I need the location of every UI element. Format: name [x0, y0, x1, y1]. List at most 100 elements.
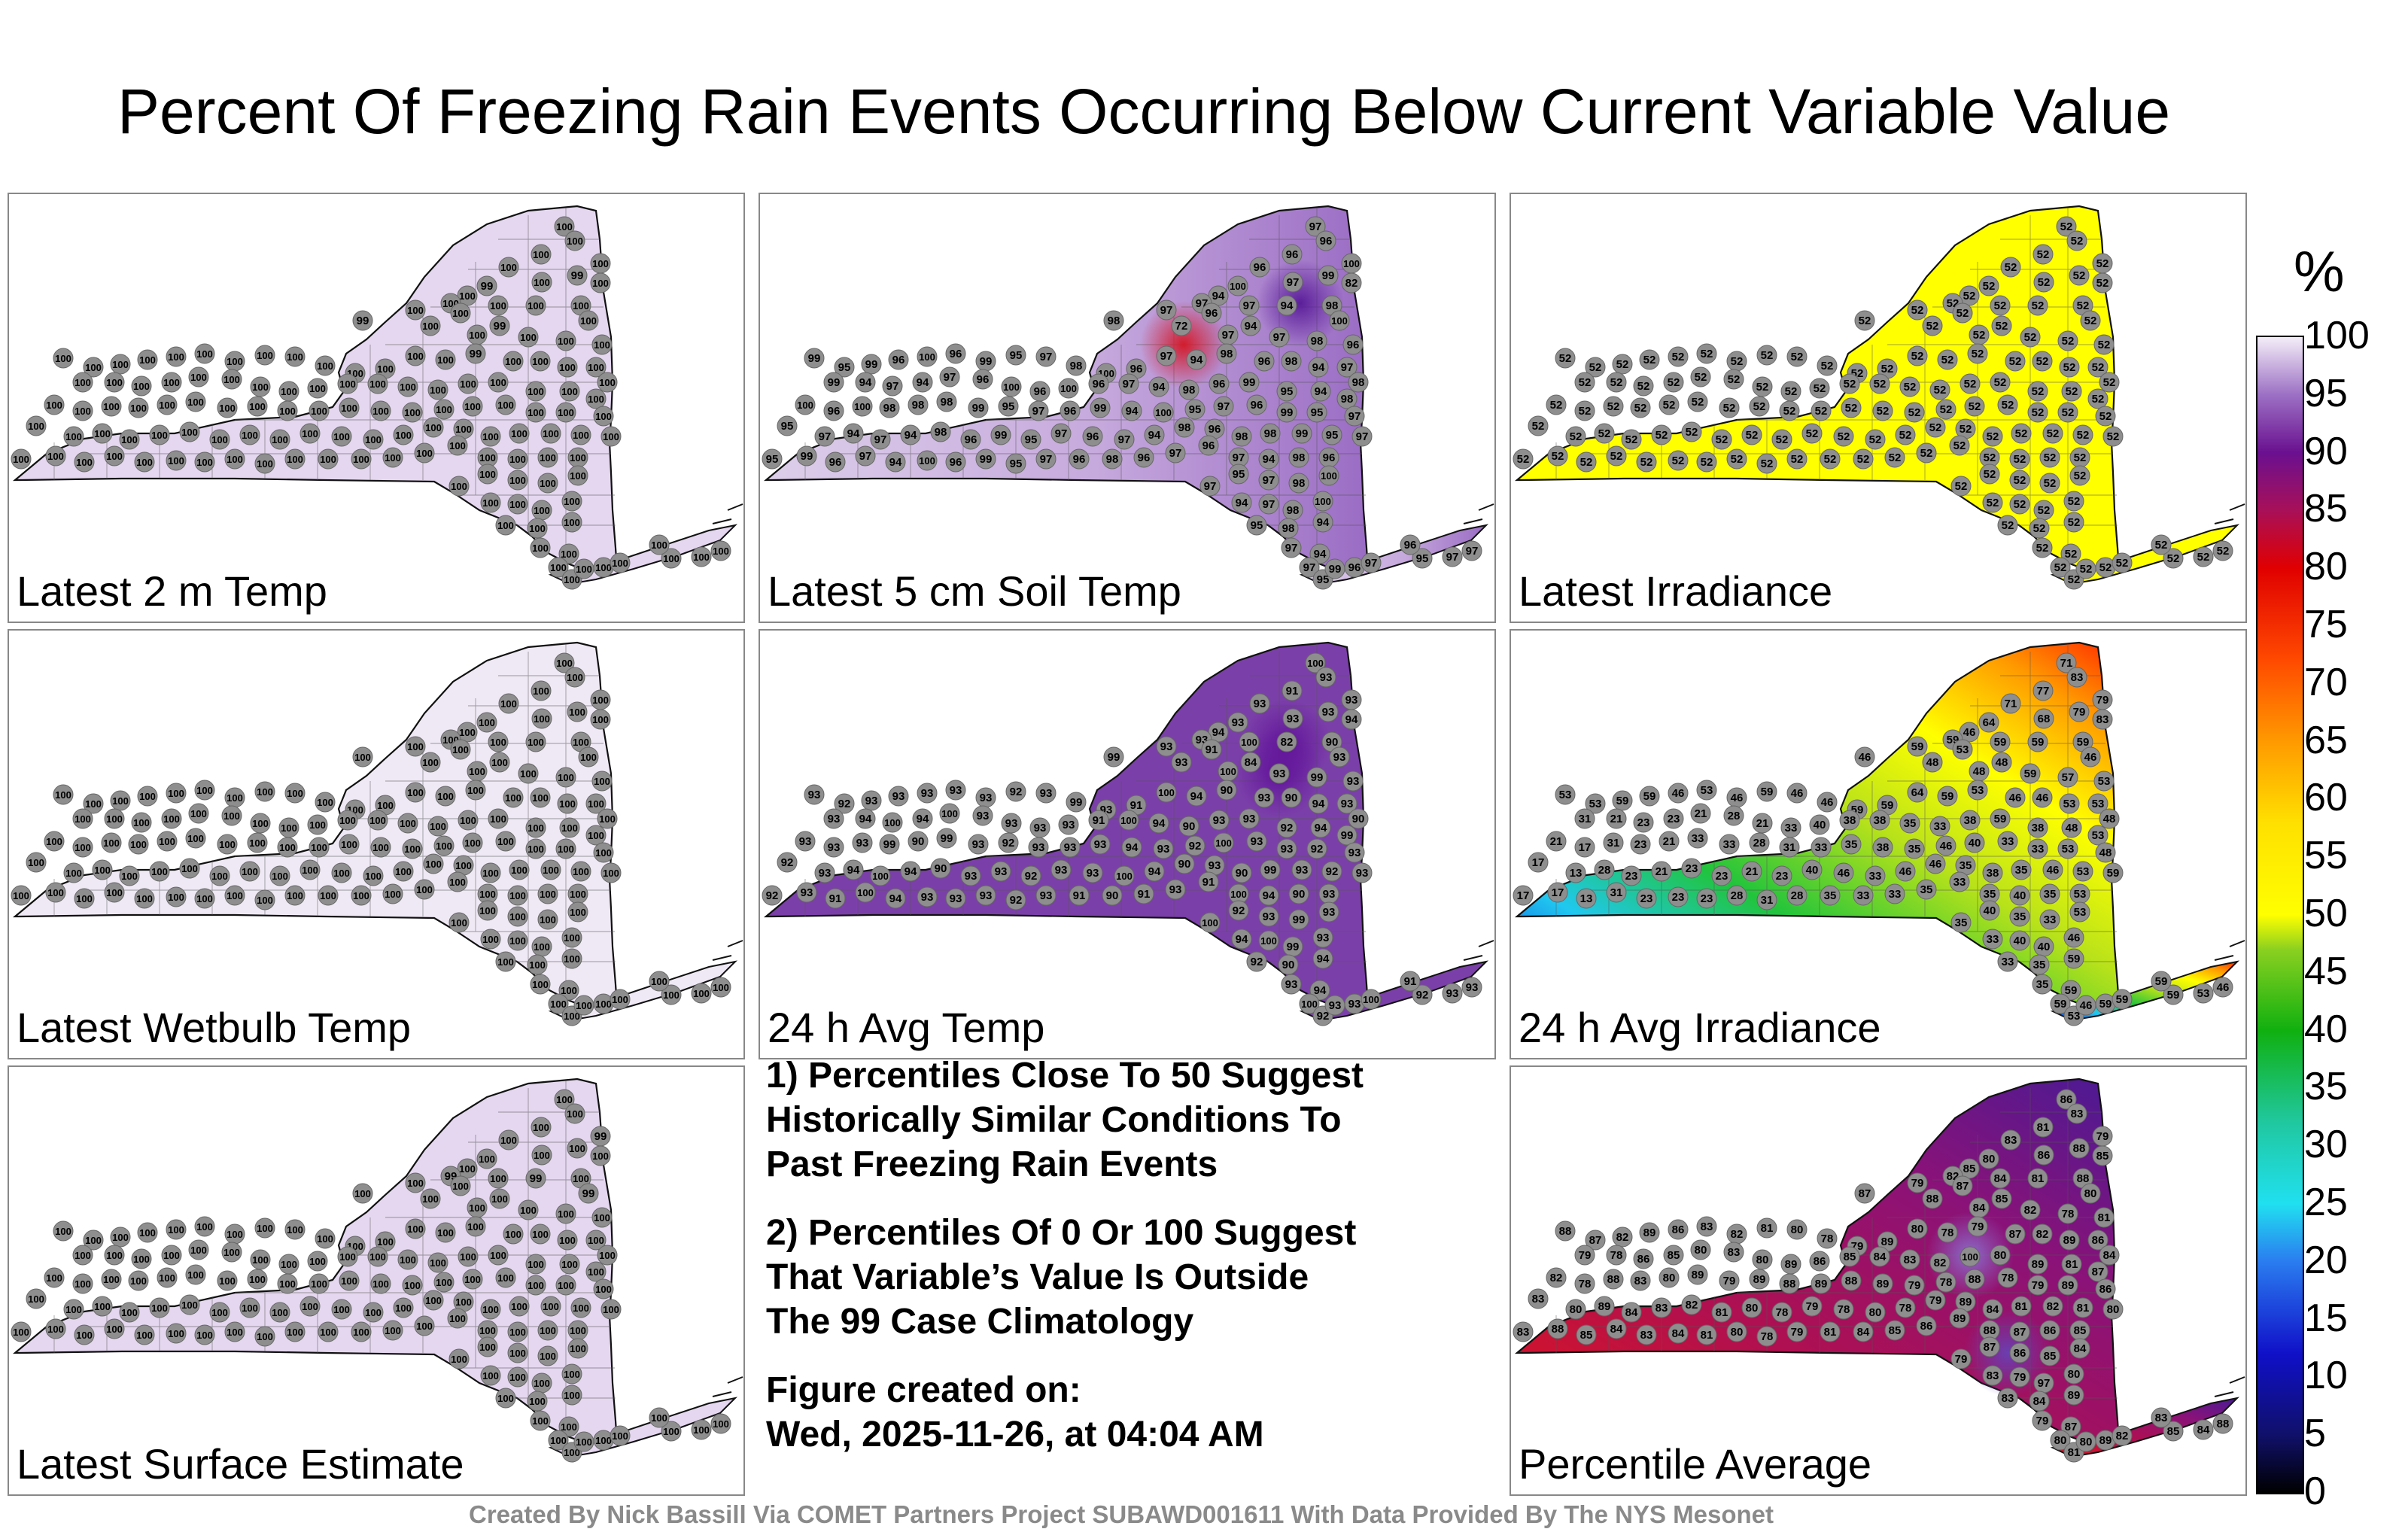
- station-marker: [885, 451, 906, 473]
- station-value: 79: [2036, 1415, 2049, 1427]
- station-value: 100: [511, 1301, 528, 1312]
- station-marker: [507, 1366, 528, 1388]
- station-marker: [435, 349, 456, 370]
- station-marker: [559, 817, 580, 838]
- station-value: 53: [1701, 784, 1713, 797]
- station-value: 100: [272, 871, 288, 882]
- station-marker: [166, 886, 187, 907]
- station-value: 52: [1874, 378, 1887, 391]
- station-marker: [1690, 366, 1711, 388]
- station-marker: [1853, 885, 1874, 906]
- station-value: 100: [103, 1274, 120, 1285]
- station-value: 96: [1347, 339, 1360, 351]
- station-value: 52: [1731, 355, 1744, 368]
- station-marker: [1318, 701, 1339, 722]
- station-marker: [307, 1251, 328, 1272]
- station-value: 78: [1610, 1249, 1623, 1262]
- station-marker: [405, 1218, 426, 1239]
- station-marker: [1216, 343, 1237, 364]
- station-marker: [450, 1175, 471, 1196]
- station-value: 100: [47, 1324, 64, 1335]
- station-value: 94: [1236, 497, 1248, 509]
- station-marker: [1199, 912, 1221, 933]
- station-value: 21: [1695, 807, 1707, 820]
- station-value: 100: [181, 1299, 198, 1311]
- station-marker: [2000, 1129, 2021, 1150]
- station-value: 52: [1668, 376, 1680, 389]
- station-marker: [804, 348, 825, 369]
- station-value: 100: [103, 837, 120, 849]
- station-marker: [254, 453, 275, 474]
- station-value: 99: [1287, 941, 1300, 953]
- station-marker: [939, 803, 960, 824]
- colorbar-tick-label: 65: [2304, 718, 2348, 762]
- station-marker: [1907, 1172, 1928, 1193]
- station-value: 100: [190, 1245, 207, 1256]
- station-value: 100: [561, 985, 577, 996]
- note-line: That Variable’s Value Is Outside: [766, 1257, 1309, 1297]
- station-marker: [861, 354, 882, 375]
- station-value: 100: [550, 562, 567, 573]
- station-marker: [1555, 348, 1576, 369]
- station-marker: [998, 832, 1019, 853]
- station-value: 100: [353, 1327, 369, 1338]
- station-value: 100: [436, 404, 452, 415]
- station-marker: [309, 400, 330, 421]
- station-value: 33: [1934, 820, 1947, 833]
- station-value: 100: [302, 1301, 318, 1312]
- station-marker: [1153, 402, 1174, 423]
- station-marker: [1997, 1267, 2018, 1288]
- station-marker: [1186, 786, 1207, 807]
- station-marker: [1949, 1308, 1970, 1329]
- station-value: 79: [1955, 1353, 1968, 1366]
- station-marker: [1090, 834, 1111, 855]
- station-value: 52: [1517, 453, 1530, 466]
- station-marker: [1922, 1188, 1943, 1209]
- station-marker: [131, 1248, 152, 1269]
- station-marker: [315, 355, 336, 376]
- station-marker: [299, 423, 321, 444]
- station-value: 91: [1138, 888, 1151, 901]
- station-value: 52: [1570, 430, 1583, 443]
- station-value: 40: [1814, 819, 1826, 831]
- station-marker: [1990, 295, 2011, 316]
- station-marker: [917, 783, 938, 804]
- station-marker: [1171, 752, 1192, 773]
- station-marker: [104, 882, 125, 903]
- station-value: 100: [257, 895, 273, 906]
- station-marker: [318, 1321, 339, 1342]
- station-value: 100: [249, 837, 266, 849]
- station-value: 89: [1953, 1312, 1966, 1325]
- station-value: 52: [2032, 385, 2045, 398]
- station-value: 99: [470, 348, 482, 360]
- station-value: 100: [592, 1150, 609, 1162]
- station-value: 82: [1550, 1272, 1563, 1284]
- station-value: 23: [1776, 870, 1789, 883]
- station-value: 92: [1311, 843, 1324, 856]
- station-value: 79: [1972, 1220, 1984, 1233]
- station-marker: [447, 435, 468, 456]
- station-value: 23: [1672, 891, 1685, 904]
- station-value: 90: [1326, 736, 1339, 749]
- station-value: 97: [1160, 350, 1173, 363]
- station-marker: [507, 448, 528, 470]
- station-marker: [945, 888, 966, 909]
- station-value: 52: [2038, 504, 2051, 517]
- station-marker: [1711, 1302, 1732, 1323]
- station-marker: [777, 852, 798, 873]
- station-value: 53: [1559, 789, 1572, 801]
- station-value: 100: [407, 1223, 424, 1235]
- station-value: 100: [558, 1280, 574, 1291]
- station-value: 100: [196, 893, 213, 904]
- station-value: 100: [333, 868, 350, 879]
- station-marker: [74, 1324, 95, 1345]
- station-value: 46: [2068, 932, 2081, 944]
- station-marker: [269, 1302, 290, 1323]
- station-marker: [339, 397, 360, 418]
- station-marker: [72, 372, 93, 393]
- station-value: 52: [2060, 220, 2073, 233]
- station-marker: [1749, 396, 1770, 417]
- station-value: 97: [1365, 557, 1378, 570]
- station-marker: [1621, 1302, 1642, 1323]
- station-value: 83: [1532, 1293, 1545, 1306]
